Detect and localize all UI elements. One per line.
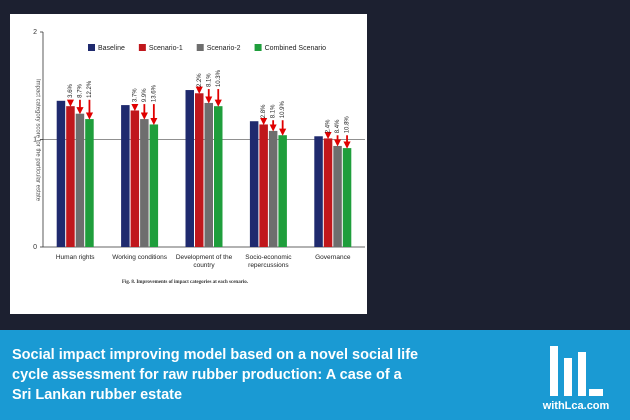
- bar: [268, 130, 278, 247]
- bar: [75, 113, 85, 247]
- logo: [550, 346, 603, 396]
- reduction-label: 3.7%: [132, 88, 138, 102]
- legend-swatch: [138, 44, 146, 51]
- reduction-label: 8.4%: [335, 119, 341, 133]
- reduction-label: 2.8%: [261, 104, 267, 118]
- reduction-label: 2.2%: [197, 73, 203, 87]
- bar: [323, 138, 333, 247]
- x-tick-label: Working conditions: [112, 254, 168, 261]
- bar: [333, 145, 342, 247]
- reduction-label: 10.8%: [345, 116, 351, 134]
- caption: Fig. 8. Improvements of impact categorie…: [122, 280, 249, 285]
- bar: [149, 124, 159, 247]
- bar: [121, 105, 130, 247]
- legend-label: Scenario-1: [149, 45, 183, 52]
- y-tick-label: 1: [33, 136, 37, 143]
- reduction-label: 12.2%: [87, 80, 93, 98]
- bar: [130, 110, 140, 247]
- x-tick-label: Socio-economic repercussions: [245, 254, 292, 269]
- legend-swatch: [196, 44, 204, 51]
- bar: [185, 90, 194, 247]
- y-tick-label: 0: [33, 244, 37, 251]
- bar: [204, 102, 213, 247]
- bar: [56, 100, 66, 247]
- legend-label: Baseline: [98, 45, 125, 52]
- reduction-label: 8.1%: [206, 73, 212, 87]
- legend-label: Scenario-2: [207, 45, 241, 52]
- x-tick-label: Governance: [315, 254, 351, 261]
- bar: [85, 119, 94, 247]
- reduction-label: 9.9%: [142, 88, 148, 102]
- bar: [259, 124, 268, 247]
- x-tick-label: Development of the country: [176, 254, 233, 269]
- bar: [214, 106, 223, 247]
- reduction-label: 8.1%: [271, 104, 277, 118]
- reduction-label: 13.6%: [151, 84, 157, 102]
- bar: [66, 106, 75, 247]
- reduction-label: 3.6%: [68, 83, 74, 97]
- bar: [195, 93, 204, 248]
- banner: [0, 330, 630, 420]
- legend-swatch: [254, 44, 262, 51]
- legend-label: Combined Scenario: [265, 45, 327, 52]
- x-tick-label: Human rights: [56, 254, 95, 261]
- legend-swatch: [88, 44, 95, 51]
- y-axis-label: Impact category score for the particular…: [34, 79, 40, 202]
- banner-title: Social impact improving model based on a…: [12, 347, 418, 403]
- brand: withLca.com: [542, 400, 610, 412]
- reduction-label: 2.4%: [326, 119, 332, 133]
- bar: [342, 148, 352, 247]
- bar: [140, 119, 149, 247]
- bar: [314, 136, 323, 247]
- reduction-label: 10.9%: [280, 101, 286, 119]
- y-tick-label: 2: [33, 29, 37, 36]
- bar: [249, 121, 259, 247]
- bar: [278, 135, 287, 247]
- reduction-label: 10.3%: [216, 69, 222, 87]
- reduction-label: 8.7%: [78, 83, 84, 97]
